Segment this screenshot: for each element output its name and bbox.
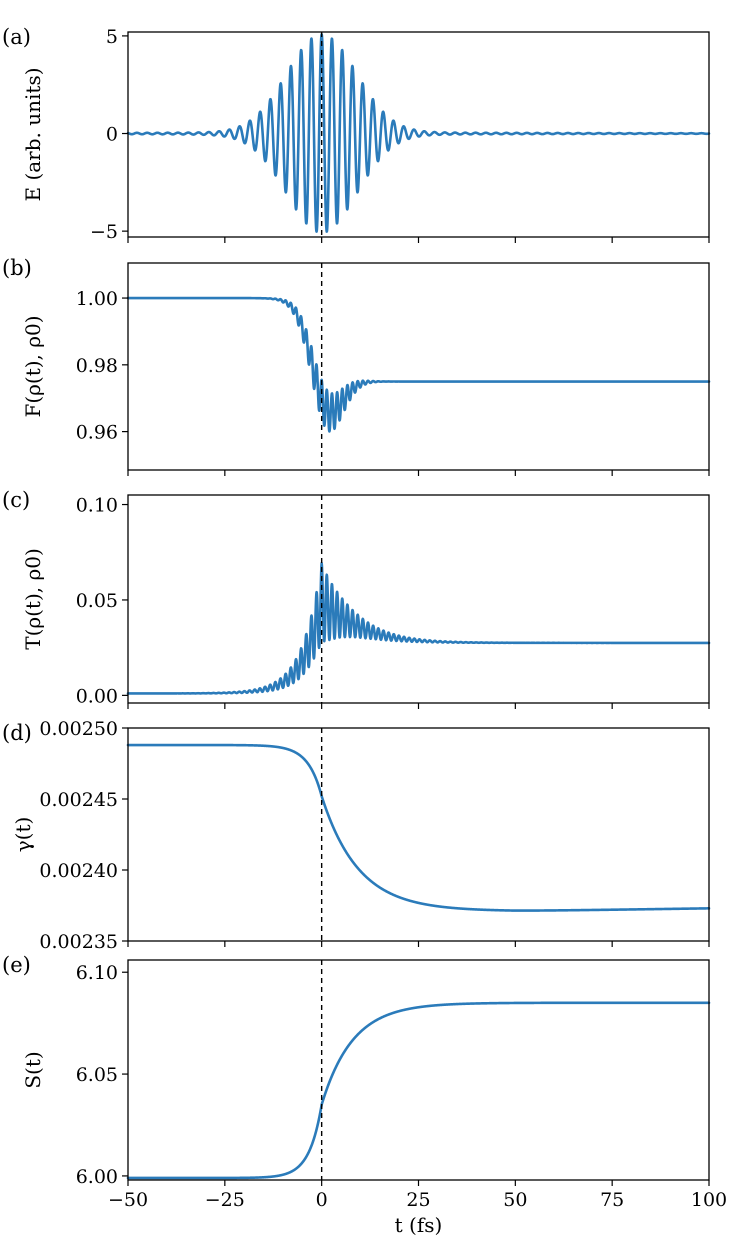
y-tick-label: −5: [90, 221, 118, 243]
y-tick-label: 1.00: [76, 288, 118, 310]
y-tick-label: 0: [106, 124, 118, 146]
y-tick-label: 0.00235: [39, 931, 118, 953]
panel-d: 0.00235 0.00240 0.00245 0.00250 (d) γ(t): [2, 718, 711, 953]
panel-b: 0.96 0.98 1.00 (b) F(ρ(t), ρ0): [2, 256, 711, 476]
x-tick-label: 25: [406, 1189, 430, 1211]
y-tick-label: 6.00: [76, 1166, 118, 1188]
series-line: [126, 1001, 711, 1180]
y-axis-label: S(t): [21, 1051, 45, 1088]
y-axis-label: F(ρ(t), ρ0): [21, 315, 45, 417]
x-axis-label: t (fs): [395, 1213, 443, 1237]
panel-tag: (b): [2, 256, 32, 280]
x-tick-label: −25: [205, 1189, 245, 1211]
y-tick-label: 0.98: [76, 355, 118, 377]
plot-frame: [127, 959, 710, 1181]
series-line: [126, 33, 711, 233]
plot-frame: [127, 262, 710, 471]
x-tick-label: 75: [600, 1189, 624, 1211]
panel-tag: (c): [2, 488, 30, 512]
panel-tag: (e): [2, 953, 31, 977]
y-tick-label: 6.05: [76, 1064, 118, 1086]
y-tick-label: 0.05: [76, 590, 118, 612]
series-line: [126, 561, 711, 695]
x-tick-label: 0: [316, 1189, 328, 1211]
y-tick-label: 0.10: [76, 495, 118, 517]
y-tick-label: 0.96: [76, 422, 118, 444]
y-axis-label: E (arb. units): [21, 67, 45, 201]
y-tick-label: 6.10: [76, 962, 118, 984]
series-line: [126, 296, 711, 433]
panel-tag: (d): [2, 721, 32, 745]
x-tick-label: −50: [108, 1189, 148, 1211]
y-tick-label: 5: [106, 26, 118, 48]
x-tick-label: 50: [503, 1189, 527, 1211]
panel-e: −50 −25 0 25 50 75 100 6.00 6.05 6.10 (e) S(t): [2, 953, 727, 1211]
panel-a: −5 0 5 (a) E (arb. units): [2, 25, 711, 243]
y-tick-label: 0.00245: [39, 789, 118, 811]
panel-tag: (a): [2, 25, 31, 49]
y-tick-label: 0.00240: [39, 860, 118, 882]
y-axis-label: γ(t): [11, 817, 35, 853]
y-axis-label: T(ρ(t), ρ0): [21, 548, 45, 650]
panel-c: 0.00 0.05 0.10 (c) T(ρ(t), ρ0): [2, 488, 711, 709]
series-line: [126, 743, 711, 912]
y-tick-label: 0.00: [76, 685, 118, 707]
x-tick-label: 100: [691, 1189, 727, 1211]
plot-frame: [127, 494, 710, 704]
y-tick-label: 0.00250: [39, 718, 118, 740]
